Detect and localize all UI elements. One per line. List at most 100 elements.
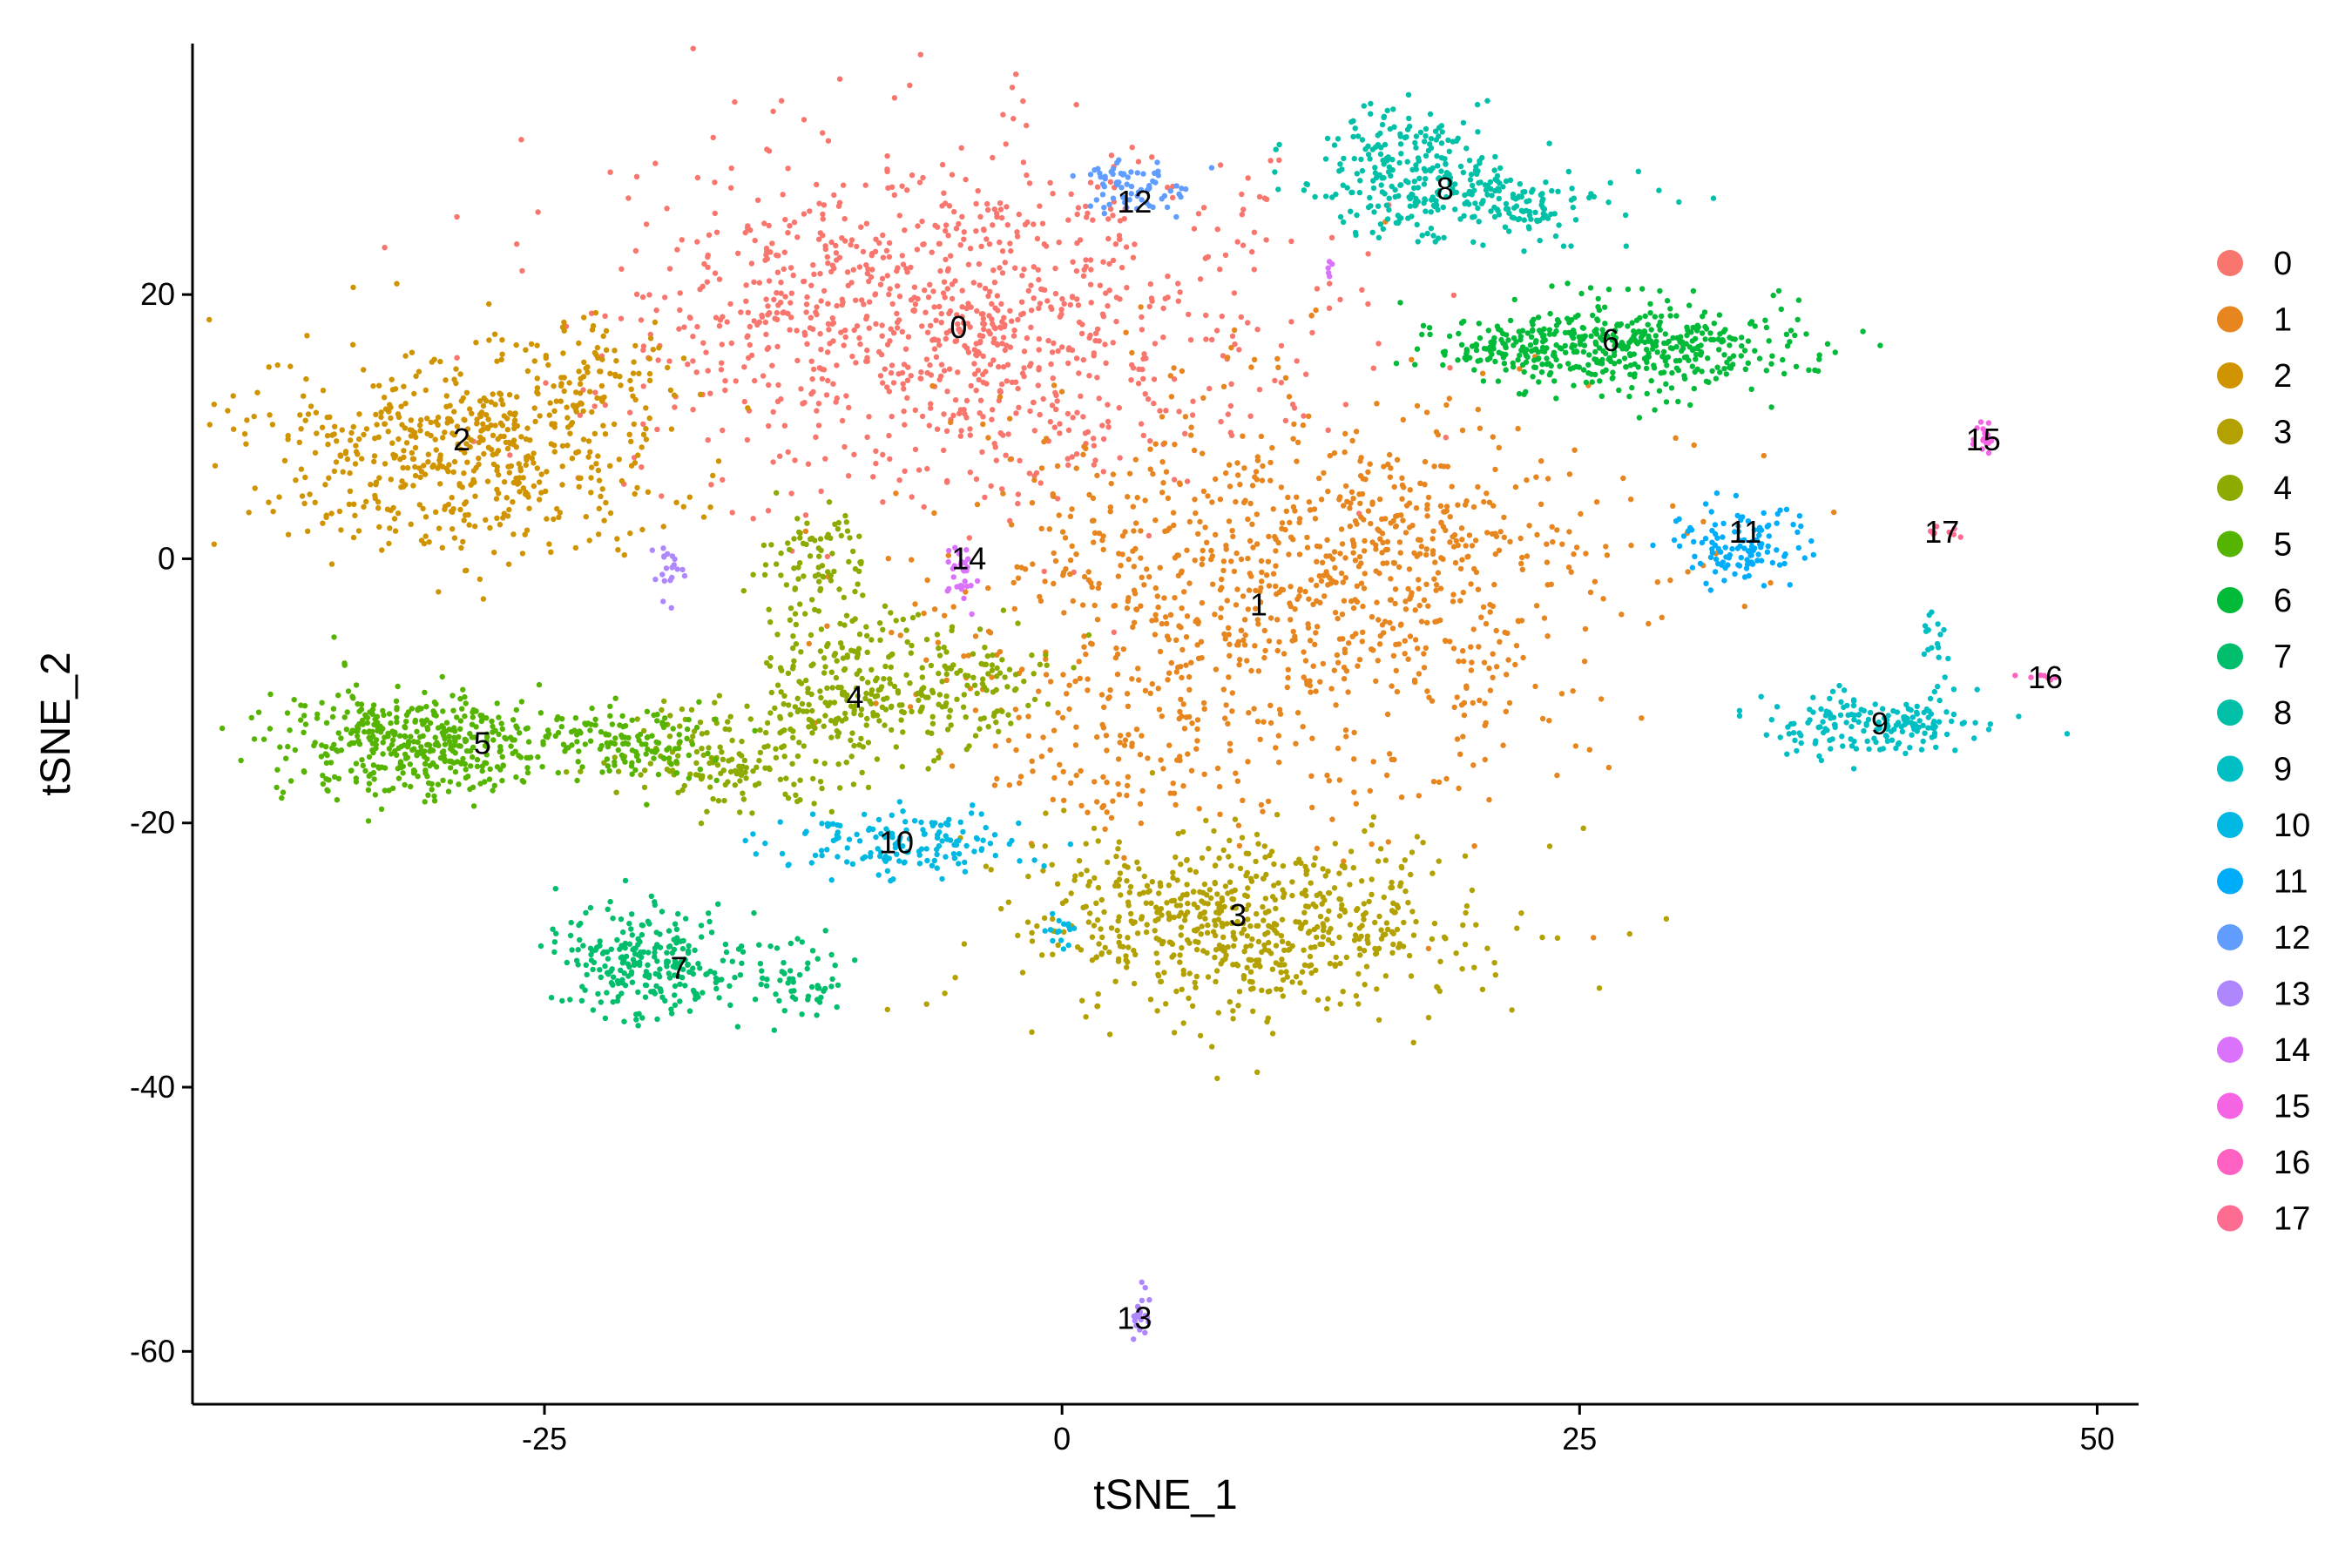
data-point [611, 421, 618, 428]
data-point [1125, 944, 1132, 950]
data-point [1111, 603, 1117, 609]
data-point [350, 423, 356, 430]
data-point [1266, 583, 1273, 589]
data-point [635, 452, 641, 458]
data-point [1091, 923, 1098, 929]
data-point [1273, 905, 1279, 912]
data-point [395, 411, 402, 417]
data-point [1699, 330, 1706, 336]
data-point [1769, 353, 1775, 359]
data-point [972, 733, 979, 739]
data-point [1243, 943, 1249, 950]
data-point [963, 714, 969, 720]
data-point [1505, 337, 1511, 343]
data-point [366, 781, 373, 787]
data-point [270, 509, 276, 515]
data-point [1654, 579, 1661, 585]
data-point [333, 459, 340, 465]
data-point [1139, 314, 1145, 321]
data-point [1178, 896, 1184, 902]
data-point [1327, 280, 1333, 287]
data-point [1080, 451, 1086, 457]
data-point [572, 544, 579, 551]
data-point [825, 260, 831, 267]
cluster-3-points [884, 770, 1670, 1082]
data-point [1328, 234, 1335, 240]
data-point [283, 755, 289, 761]
data-point [765, 303, 771, 309]
data-point [741, 398, 747, 405]
data-point [1596, 985, 1603, 991]
data-point [1271, 921, 1278, 927]
data-point [1266, 908, 1272, 915]
data-point [1424, 688, 1430, 694]
data-point [517, 468, 524, 474]
data-point [1611, 352, 1618, 358]
data-point [649, 748, 655, 754]
data-point [1048, 361, 1054, 368]
data-point [285, 432, 291, 439]
data-point [743, 282, 749, 288]
data-point [580, 408, 586, 415]
data-point [484, 424, 490, 430]
data-point [771, 296, 777, 303]
data-point [1195, 211, 1202, 217]
data-point [1036, 276, 1042, 283]
data-point [1767, 579, 1774, 586]
data-point [1319, 901, 1325, 907]
data-point [1037, 411, 1043, 418]
data-point [1717, 331, 1723, 337]
data-point [774, 343, 781, 350]
data-point [1198, 931, 1204, 937]
data-point [628, 463, 635, 469]
data-point [445, 469, 451, 475]
data-point [664, 206, 670, 212]
data-point [1240, 593, 1247, 599]
data-point [603, 347, 610, 353]
data-point [1625, 286, 1632, 293]
data-point [668, 426, 675, 432]
data-point [447, 779, 454, 785]
data-point [1285, 940, 1292, 947]
data-point [462, 512, 469, 518]
data-point [737, 778, 743, 784]
data-point [1332, 564, 1338, 571]
data-point [486, 776, 493, 782]
data-point [694, 239, 700, 245]
data-point [439, 673, 445, 680]
data-point [1384, 926, 1391, 933]
data-point [1090, 495, 1097, 502]
data-point [1147, 446, 1153, 452]
data-point [564, 415, 571, 421]
data-point [925, 766, 931, 772]
data-point [1141, 582, 1147, 588]
data-point [1274, 355, 1281, 362]
data-point [1621, 355, 1628, 362]
data-point [388, 404, 394, 410]
data-point [1133, 727, 1140, 733]
data-point [568, 729, 575, 735]
data-point [1392, 600, 1398, 607]
data-point [490, 432, 497, 438]
data-point [973, 388, 979, 394]
data-point [803, 301, 810, 308]
data-point [499, 337, 505, 343]
data-point [1289, 879, 1295, 885]
data-point [490, 729, 496, 735]
data-point [925, 294, 932, 301]
data-point [618, 382, 624, 389]
data-point [1071, 877, 1078, 883]
data-point [301, 729, 307, 735]
data-point [1541, 326, 1547, 332]
data-point [946, 366, 953, 372]
data-point [941, 190, 947, 196]
data-point [301, 500, 308, 507]
data-point [982, 494, 988, 501]
data-point [1603, 544, 1609, 550]
data-point [946, 203, 953, 209]
data-point [704, 808, 710, 814]
data-point [1381, 894, 1388, 901]
data-point [643, 436, 650, 443]
data-point [1432, 559, 1438, 565]
data-point [564, 404, 570, 410]
